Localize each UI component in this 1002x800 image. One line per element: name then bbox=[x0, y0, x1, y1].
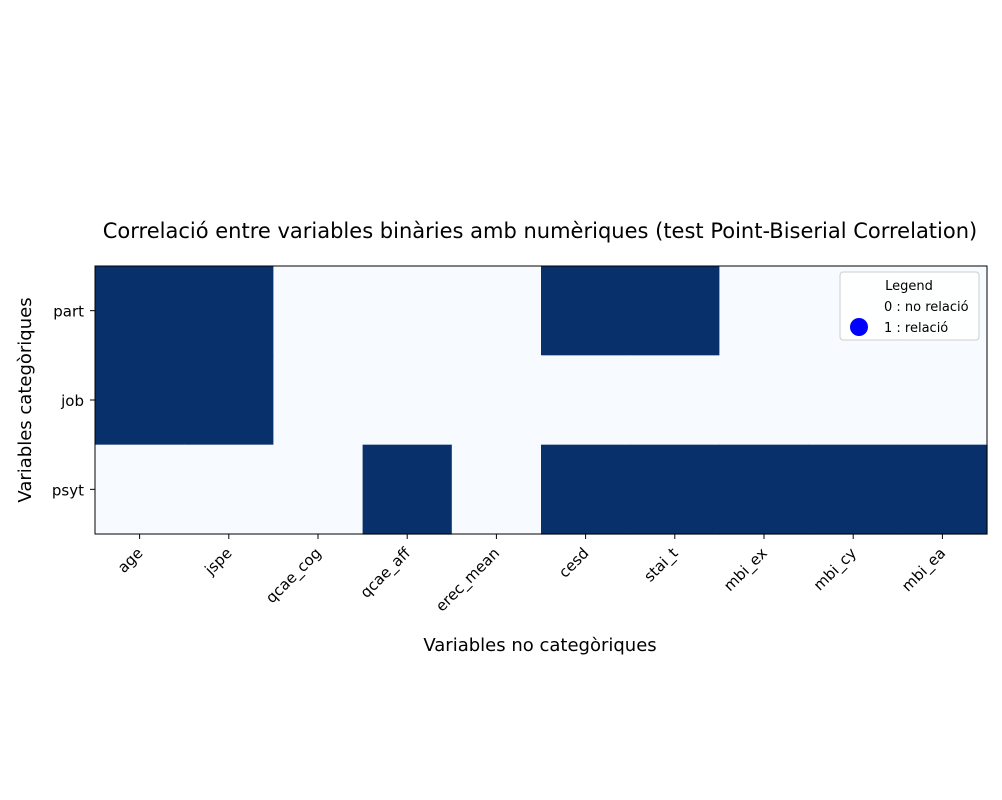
heatmap-cell-part-age bbox=[95, 266, 185, 356]
x-axis-label: Variables no categòriques bbox=[423, 635, 656, 656]
heatmap-cell-psyt-qcae_cog bbox=[273, 444, 364, 535]
legend-box bbox=[839, 271, 980, 341]
chart-title: Correlació entre variables binàries amb … bbox=[103, 219, 977, 243]
heatmap-cell-psyt-erec_mean bbox=[451, 444, 542, 535]
y-tick-label-job: job bbox=[60, 392, 84, 410]
legend-relation-marker bbox=[850, 318, 868, 336]
x-tick-label-mbi_cy: mbi_cy bbox=[810, 544, 861, 595]
heatmap-cell-part-mbi_ex bbox=[719, 266, 810, 356]
heatmap-cell-part-qcae_aff bbox=[362, 266, 453, 356]
y-axis-ticks: part job psyt bbox=[52, 303, 95, 499]
heatmap-cell-job-erec_mean bbox=[451, 355, 542, 446]
heatmap-cell-part-qcae_cog bbox=[273, 266, 364, 356]
heatmap-cell-job-jspe bbox=[184, 355, 274, 446]
heatmap-cell-part-erec_mean bbox=[451, 266, 542, 356]
legend: Legend 0 : no relació 1 : relació bbox=[839, 271, 980, 341]
x-tick-label-stai_t: stai_t bbox=[640, 544, 682, 586]
heatmap-cell-job-age bbox=[95, 355, 185, 446]
x-tick-label-jspe: jspe bbox=[200, 544, 235, 579]
heatmap-cells bbox=[95, 266, 988, 535]
heatmap-cell-job-mbi_ea bbox=[897, 355, 988, 446]
heatmap-cell-job-mbi_ex bbox=[719, 355, 810, 446]
x-tick-label-mbi_ex: mbi_ex bbox=[720, 544, 771, 595]
heatmap-cell-part-cesd bbox=[541, 266, 631, 356]
x-tick-label-qcae_cog: qcae_cog bbox=[262, 544, 325, 607]
heatmap-cell-job-mbi_cy bbox=[808, 355, 899, 446]
heatmap-cell-psyt-mbi_cy bbox=[808, 444, 899, 535]
heatmap-cell-psyt-age bbox=[95, 444, 185, 535]
heatmap-cell-psyt-jspe bbox=[184, 444, 274, 535]
heatmap-cell-job-qcae_aff bbox=[362, 355, 453, 446]
legend-entry-no-relation: 0 : no relació bbox=[884, 300, 969, 315]
legend-title: Legend bbox=[885, 279, 933, 294]
x-tick-label-qcae_aff: qcae_aff bbox=[357, 544, 416, 603]
x-tick-label-age: age bbox=[114, 544, 146, 576]
x-axis-ticks: age jspe qcae_cog qcae_aff erec_mean cesd stai… bbox=[114, 534, 950, 616]
heatmap-cell-psyt-mbi_ex bbox=[719, 444, 810, 535]
legend-entry-relation: 1 : relació bbox=[884, 321, 948, 336]
y-tick-label-part: part bbox=[53, 303, 84, 321]
heatmap-cell-psyt-qcae_aff bbox=[362, 444, 453, 535]
heatmap-cell-job-qcae_cog bbox=[273, 355, 364, 446]
x-tick-label-erec_mean: erec_mean bbox=[432, 544, 504, 616]
heatmap-cell-psyt-cesd bbox=[541, 444, 631, 535]
heatmap-cell-psyt-mbi_ea bbox=[897, 444, 988, 535]
heatmap-cell-job-stai_t bbox=[630, 355, 720, 446]
y-tick-label-psyt: psyt bbox=[52, 481, 84, 499]
heatmap-cell-psyt-stai_t bbox=[630, 444, 720, 535]
heatmap-cell-part-jspe bbox=[184, 266, 274, 356]
x-tick-label-mbi_ea: mbi_ea bbox=[898, 544, 950, 596]
x-tick-label-cesd: cesd bbox=[555, 544, 592, 581]
y-axis-label: Variables categòriques bbox=[15, 297, 36, 502]
heatmap-cell-part-stai_t bbox=[630, 266, 720, 356]
heatmap-cell-job-cesd bbox=[541, 355, 631, 446]
